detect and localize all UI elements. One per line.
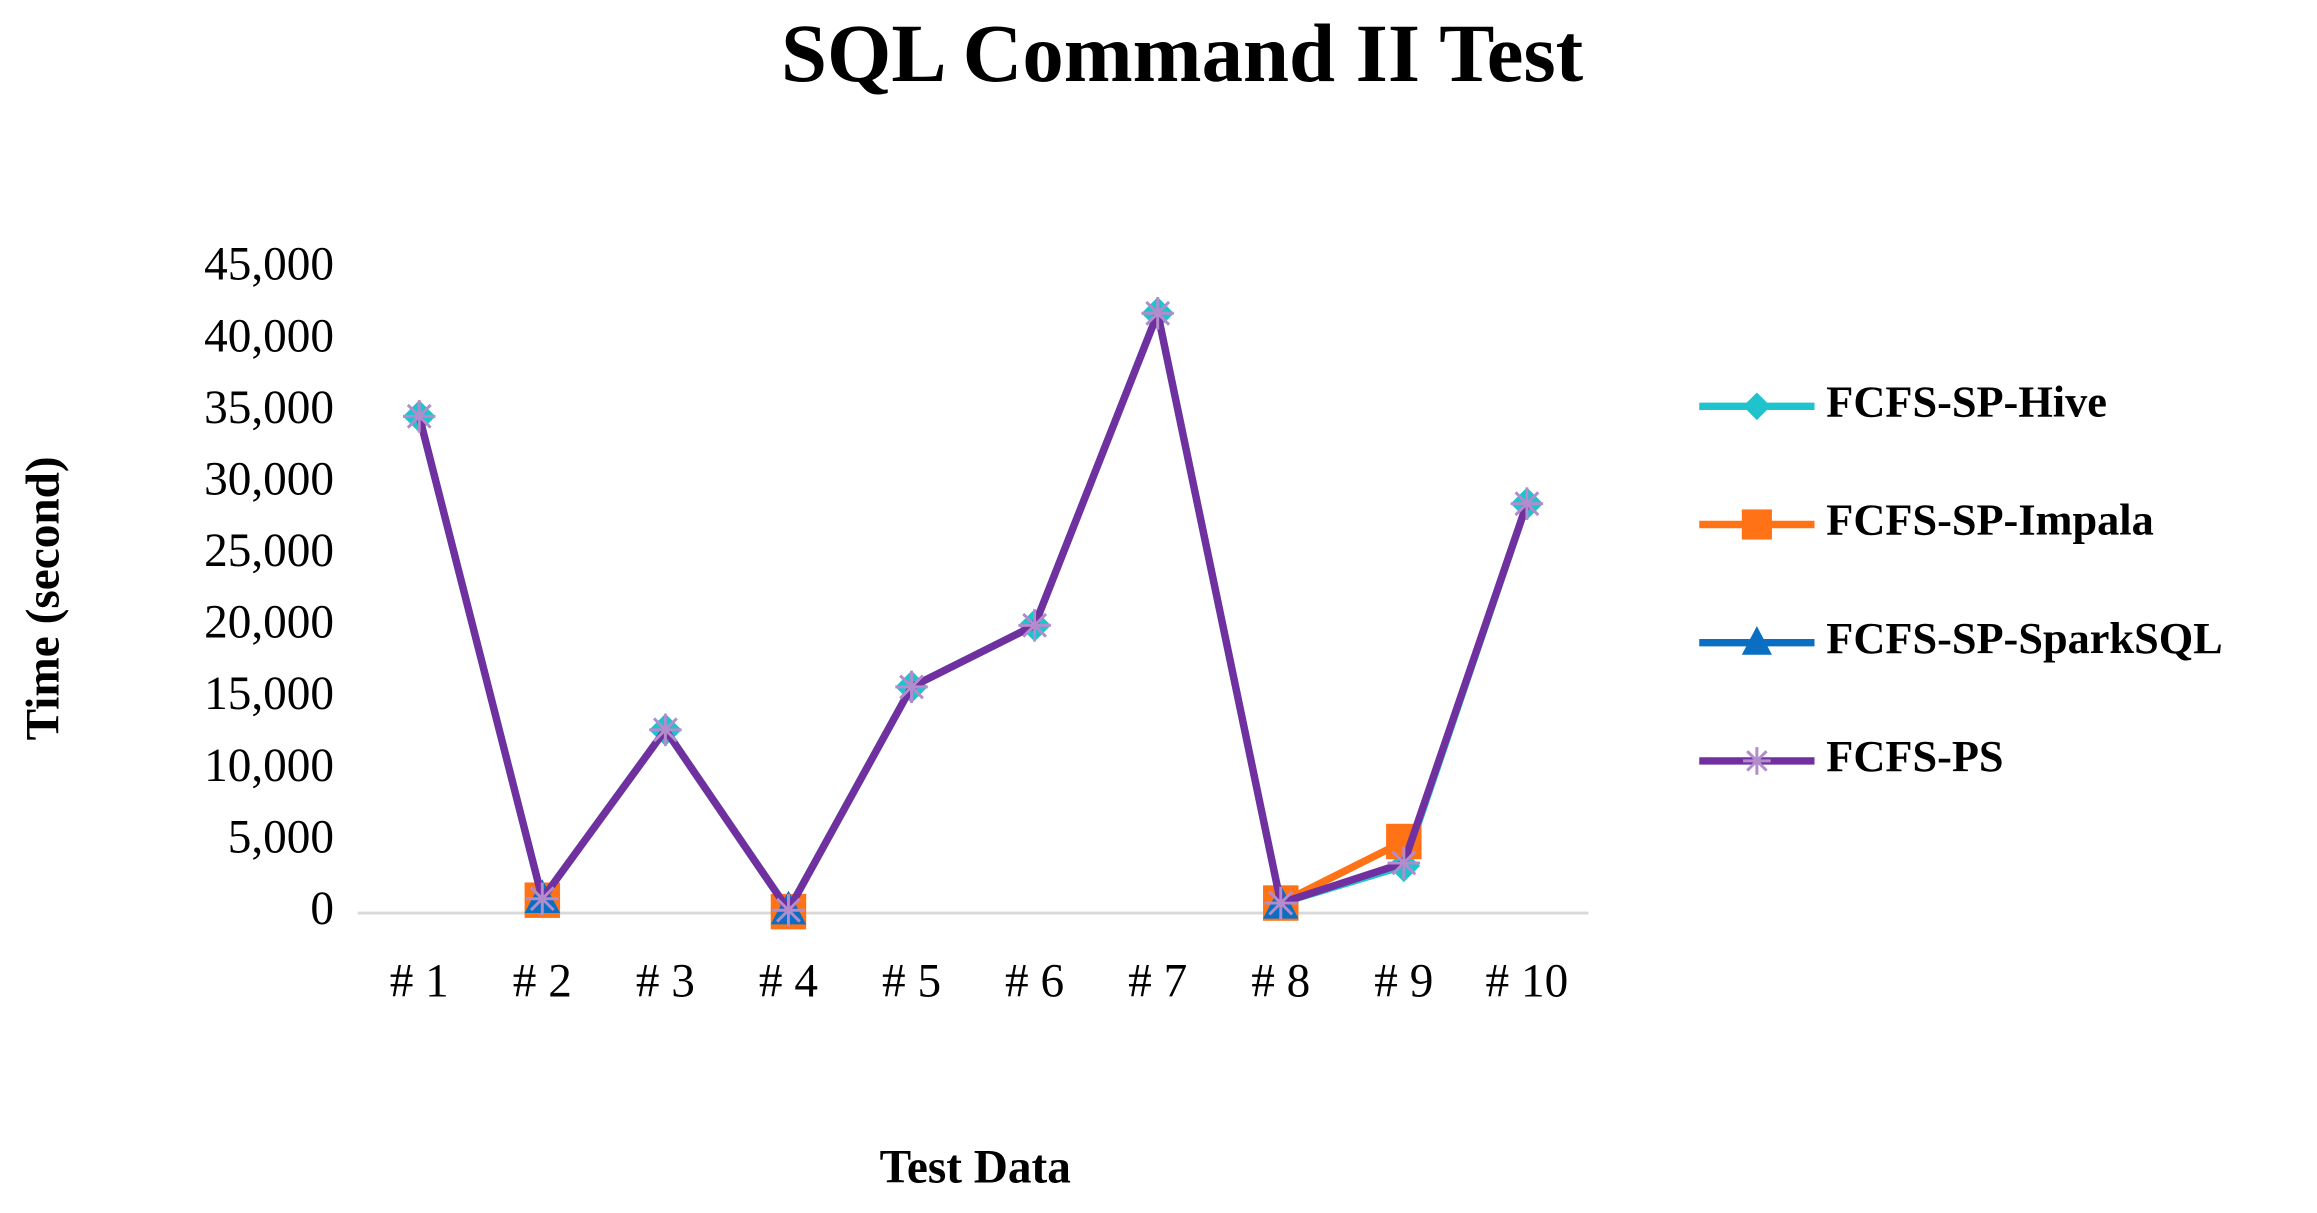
y-tick-label: 15,000 (204, 668, 334, 720)
x-tick-label: # 9 (1374, 955, 1433, 1007)
legend-label: FCFS-SP-SparkSQL (1826, 614, 2222, 663)
marker (1018, 609, 1051, 642)
x-tick-label: # 2 (513, 955, 572, 1007)
marker (1741, 626, 1772, 655)
x-axis-label: Test Data (880, 1141, 1071, 1193)
y-tick-label: 35,000 (204, 382, 334, 434)
y-tick-label: 5,000 (228, 811, 334, 863)
x-tick-label: # 10 (1486, 955, 1569, 1007)
x-tick-label: # 6 (1005, 955, 1064, 1007)
marker (1141, 297, 1174, 330)
y-axis-label: Time (second) (17, 456, 69, 740)
y-tick-label: 40,000 (204, 310, 334, 362)
y-tick-label: 20,000 (204, 597, 334, 649)
x-tick-label: # 5 (882, 955, 941, 1007)
marker (402, 400, 436, 433)
y-tick-label: 25,000 (204, 525, 334, 577)
x-tick-label: # 1 (390, 955, 449, 1007)
marker (1387, 846, 1421, 880)
y-tick-label: 0 (310, 883, 334, 935)
y-tick-label: 10,000 (204, 740, 334, 792)
x-tick-label: # 8 (1251, 955, 1310, 1007)
legend-label: FCFS-PS (1826, 732, 2003, 781)
marker (649, 713, 682, 747)
x-tick-label: # 7 (1128, 955, 1187, 1007)
legend-label: FCFS-SP-Impala (1826, 496, 2153, 545)
series-line (415, 309, 1531, 914)
marker (1741, 509, 1772, 540)
y-tick-label: 45,000 (204, 239, 334, 291)
y-tick-label: 30,000 (204, 453, 334, 505)
marker (1264, 886, 1298, 920)
marker (772, 893, 805, 927)
marker (895, 670, 928, 704)
chart-title: SQL Command II Test (781, 7, 1584, 99)
x-tick-label: # 4 (759, 955, 818, 1007)
series-line (415, 309, 1531, 914)
marker (526, 882, 559, 916)
marker (1743, 747, 1771, 775)
marker (1510, 487, 1544, 520)
x-tick-label: # 3 (636, 955, 695, 1007)
legend-label: FCFS-SP-Hive (1826, 377, 2107, 426)
marker (1743, 392, 1771, 421)
